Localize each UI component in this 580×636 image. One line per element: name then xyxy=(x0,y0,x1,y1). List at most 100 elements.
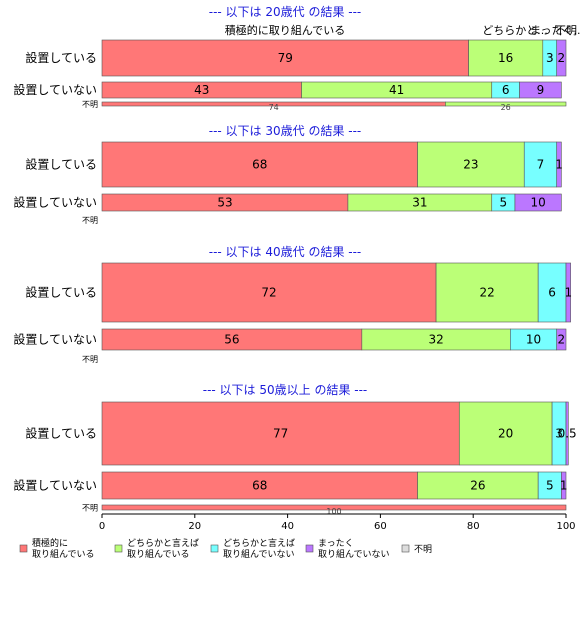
data-label: 10 xyxy=(526,333,541,347)
row-label: 不明 xyxy=(82,216,98,225)
row-label: 設置している xyxy=(25,426,97,441)
row-label: 設置している xyxy=(25,285,97,300)
category-label-3: まったく... xyxy=(530,24,580,37)
group-4: --- 以下は 50歳以上 の結果 ---設置している 77 20 30.5設置してい… xyxy=(13,383,576,516)
row-label: 設置していない xyxy=(13,332,97,347)
data-label: 43 xyxy=(194,83,209,97)
bar-segment xyxy=(417,471,539,500)
data-label: 26 xyxy=(501,103,511,112)
row: 設置していない 53 31 5 10 xyxy=(13,193,562,212)
data-label: 77 xyxy=(273,427,288,441)
bar-segment xyxy=(519,81,562,99)
bar-segment xyxy=(556,141,562,188)
legend-label-line1: どちらかと言えば xyxy=(223,537,295,549)
data-label: 7 xyxy=(537,158,545,172)
legend-swatch xyxy=(401,544,410,553)
row: 設置している 68 23 7 1 xyxy=(25,141,563,188)
group-1: --- 以下は 20歳代 の結果 --- 設置している 79 16 3 2 設置していない 4… xyxy=(13,5,567,112)
row: 不明 xyxy=(82,216,98,225)
row: 設置していない 68 26 5 1 xyxy=(13,471,568,500)
data-label: 0.5 xyxy=(558,427,577,441)
group-title: --- 以下は 30歳代 の結果 --- xyxy=(209,124,362,138)
data-label: 10 xyxy=(531,196,546,210)
row: 設置していない 56 32 10 2 xyxy=(13,328,567,351)
bar-segment xyxy=(101,141,418,188)
legend-label-line2: 取り組んでいる xyxy=(127,548,190,560)
data-label: 2 xyxy=(558,51,566,65)
x-tick-label: 0 xyxy=(99,521,105,532)
row: 設置していない 43 41 6 9 xyxy=(13,81,562,99)
data-label: 1 xyxy=(564,286,572,300)
bar-segment xyxy=(561,471,567,500)
bar-segment xyxy=(537,262,567,323)
data-label: 68 xyxy=(252,479,267,493)
row: 不明 xyxy=(82,355,98,364)
row-label: 不明 xyxy=(82,100,98,109)
data-label: 6 xyxy=(502,83,510,97)
data-label: 22 xyxy=(479,286,494,300)
legend-swatch xyxy=(305,544,314,553)
legend-label-line2: 取り組んでいない xyxy=(223,548,295,560)
row-label: 設置していない xyxy=(13,478,97,493)
row-label: 不明 xyxy=(82,355,98,364)
legend-label-line1: 不明 xyxy=(414,544,432,555)
data-label: 16 xyxy=(498,51,513,65)
legend: 積極的に取り組んでいるどちらかと言えば取り組んでいるどちらかと言えば取り組んでい… xyxy=(19,537,432,560)
bar-segment xyxy=(514,193,562,212)
legend-label-line1: どちらかと言えば xyxy=(127,537,199,549)
bar-segment xyxy=(101,262,437,323)
legend-swatch xyxy=(19,544,28,553)
data-label: 79 xyxy=(278,51,293,65)
row-label: 設置していない xyxy=(13,82,97,97)
group-title: --- 以下は 40歳代 の結果 --- xyxy=(209,245,362,259)
x-axis: 0 20 40 60 80 100 xyxy=(99,513,576,532)
x-tick-label: 80 xyxy=(467,521,480,532)
legend-swatch xyxy=(210,544,219,553)
row-label: 設置している xyxy=(25,50,97,65)
bar-segment xyxy=(445,101,567,107)
row: 設置している 72 22 6 1 xyxy=(25,262,572,323)
x-tick-label: 40 xyxy=(281,521,294,532)
bar-segment xyxy=(458,401,553,466)
bar-segment xyxy=(101,471,418,500)
data-label: 100 xyxy=(326,507,341,516)
category-labels: 積極的に取り組んでいる どちらかと... まったく... 不明 xyxy=(225,23,580,37)
x-tick-label: 60 xyxy=(374,521,387,532)
data-label: 9 xyxy=(537,83,545,97)
data-label: 31 xyxy=(412,196,427,210)
row: 不明 74 26 xyxy=(82,100,567,112)
data-label: 74 xyxy=(269,103,279,112)
data-label: 5 xyxy=(500,196,508,210)
row-label: 設置している xyxy=(25,157,97,172)
group-3: --- 以下は 40歳代 の結果 --- 設置している 72 22 6 1 設置していない 5… xyxy=(13,245,572,364)
bar-segment xyxy=(101,39,469,77)
category-label-1: 積極的に取り組んでいる xyxy=(225,23,345,37)
x-tick-label: 100 xyxy=(556,521,575,532)
data-label: 41 xyxy=(389,83,404,97)
row: 不明 100 xyxy=(82,504,567,516)
group-title: --- 以下は 20歳代 の結果 --- xyxy=(209,5,362,19)
data-label: 26 xyxy=(470,479,485,493)
legend-label-line1: まったく xyxy=(318,538,354,549)
bar-segment xyxy=(565,401,569,466)
data-label: 3 xyxy=(555,427,563,441)
row-label: 設置していない xyxy=(13,195,97,210)
data-label: 2 xyxy=(558,333,566,347)
legend-item: 積極的に取り組んでいる xyxy=(19,537,95,560)
data-label: 6 xyxy=(548,286,556,300)
legend-swatch xyxy=(114,544,123,553)
data-label: 1 xyxy=(555,158,563,172)
data-label: 1 xyxy=(560,479,568,493)
data-label: 56 xyxy=(224,333,239,347)
data-label: 23 xyxy=(463,158,478,172)
row-label: 不明 xyxy=(82,504,98,513)
bar-segment xyxy=(101,504,567,511)
category-label-2: どちらかと... xyxy=(482,24,548,37)
legend-item: 不明 xyxy=(401,544,432,555)
x-tick-label: 20 xyxy=(188,521,201,532)
bar-segment xyxy=(556,328,567,351)
legend-label-line2: 取り組んでいない xyxy=(318,548,390,560)
